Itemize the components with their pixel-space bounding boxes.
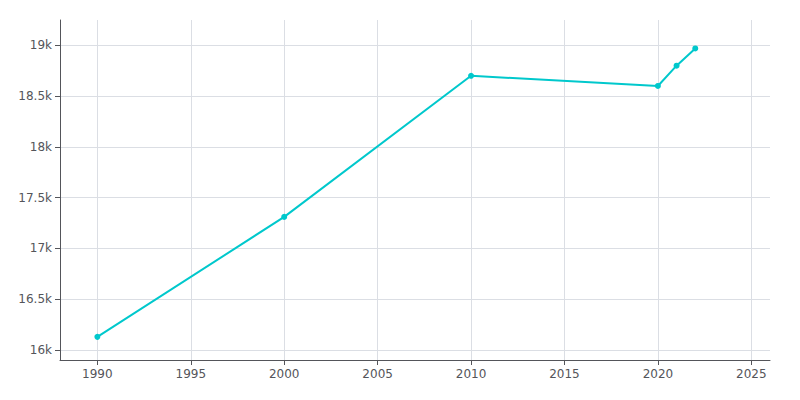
svg-text:2025: 2025 <box>736 367 767 381</box>
svg-text:19k: 19k <box>30 38 52 52</box>
svg-text:2010: 2010 <box>456 367 487 381</box>
svg-text:16k: 16k <box>30 343 52 357</box>
svg-text:17.5k: 17.5k <box>18 191 52 205</box>
svg-text:1990: 1990 <box>82 367 113 381</box>
svg-text:1995: 1995 <box>176 367 207 381</box>
svg-text:2020: 2020 <box>643 367 674 381</box>
svg-text:2000: 2000 <box>269 367 300 381</box>
svg-text:18k: 18k <box>30 140 52 154</box>
svg-text:2005: 2005 <box>362 367 393 381</box>
svg-text:2015: 2015 <box>549 367 580 381</box>
svg-text:16.5k: 16.5k <box>18 292 52 306</box>
svg-text:17k: 17k <box>30 241 52 255</box>
svg-text:18.5k: 18.5k <box>18 89 52 103</box>
